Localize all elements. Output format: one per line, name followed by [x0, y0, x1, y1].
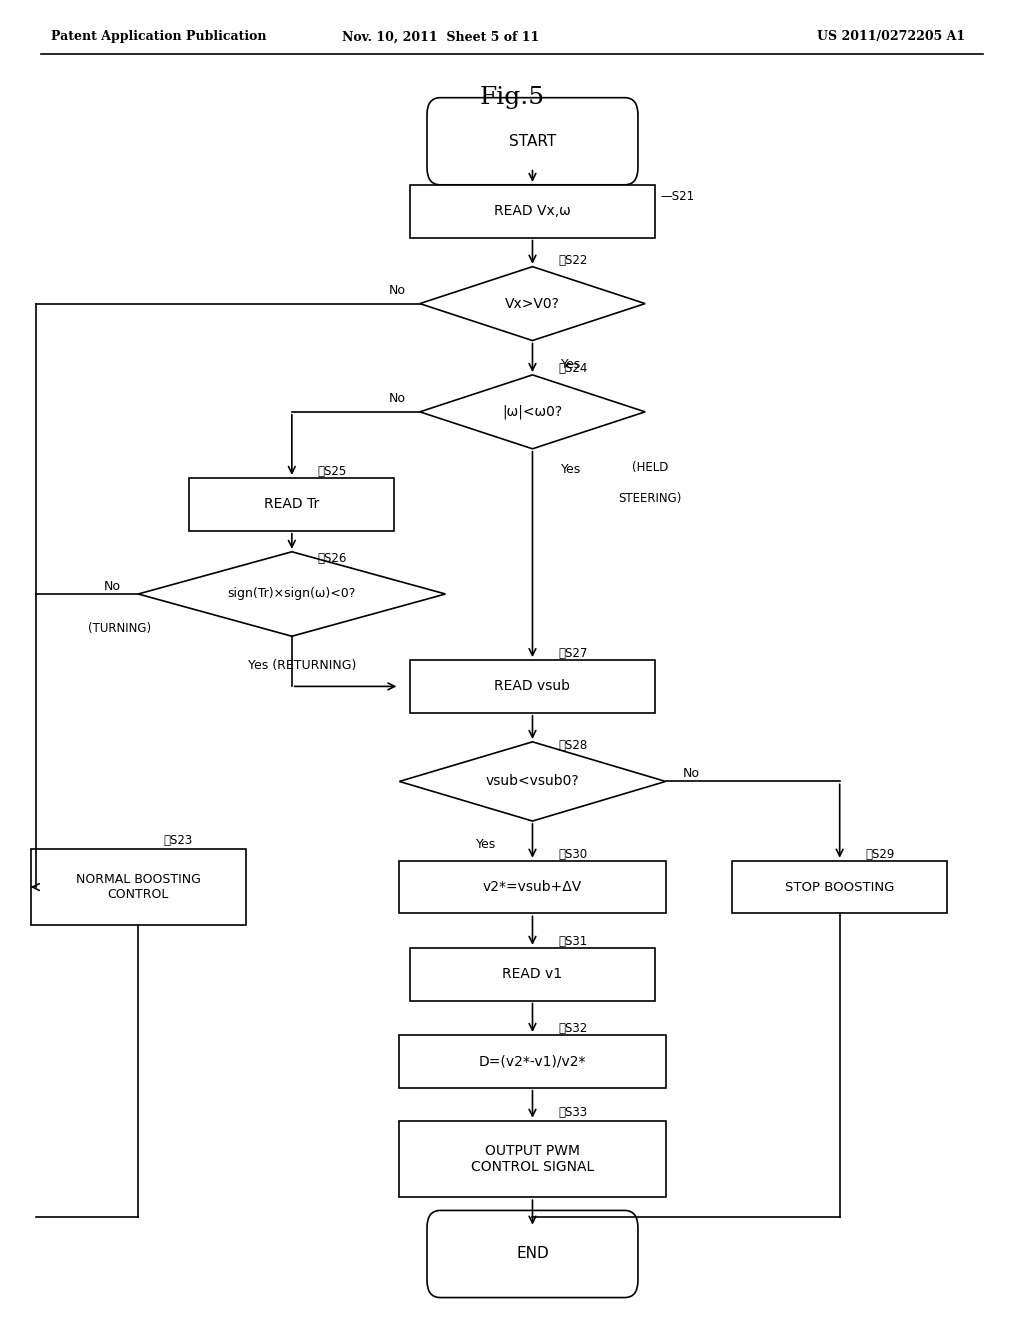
- Text: Fig.5: Fig.5: [479, 86, 545, 110]
- FancyBboxPatch shape: [399, 861, 666, 913]
- Text: No: No: [389, 392, 406, 405]
- Text: sign(Tr)×sign(ω)<0?: sign(Tr)×sign(ω)<0?: [227, 587, 356, 601]
- Polygon shape: [420, 375, 645, 449]
- Text: ⌣S32: ⌣S32: [558, 1022, 588, 1035]
- Text: Yes (RETURNING): Yes (RETURNING): [248, 659, 356, 672]
- Polygon shape: [399, 742, 666, 821]
- Text: STOP BOOSTING: STOP BOOSTING: [785, 880, 894, 894]
- Text: OUTPUT PWM
CONTROL SIGNAL: OUTPUT PWM CONTROL SIGNAL: [471, 1144, 594, 1173]
- Text: READ v1: READ v1: [503, 968, 562, 981]
- Text: Yes: Yes: [561, 463, 582, 477]
- Text: READ Vx,ω: READ Vx,ω: [495, 205, 570, 218]
- FancyBboxPatch shape: [410, 185, 655, 238]
- Text: ⌣S23: ⌣S23: [164, 834, 194, 847]
- Text: ⌣S30: ⌣S30: [558, 847, 587, 861]
- Text: (HELD: (HELD: [632, 461, 669, 474]
- Text: NORMAL BOOSTING
CONTROL: NORMAL BOOSTING CONTROL: [76, 873, 201, 902]
- FancyBboxPatch shape: [399, 1035, 666, 1088]
- Text: Nov. 10, 2011  Sheet 5 of 11: Nov. 10, 2011 Sheet 5 of 11: [342, 30, 539, 44]
- Text: ⌣S24: ⌣S24: [558, 362, 588, 375]
- Text: No: No: [389, 284, 406, 297]
- Text: (TURNING): (TURNING): [88, 622, 152, 635]
- Text: READ vsub: READ vsub: [495, 680, 570, 693]
- Text: Vx>V0?: Vx>V0?: [505, 297, 560, 310]
- Text: No: No: [104, 579, 121, 593]
- Text: Yes: Yes: [561, 358, 582, 371]
- FancyBboxPatch shape: [427, 1210, 638, 1298]
- Text: No: No: [683, 767, 699, 780]
- Text: Yes: Yes: [476, 838, 497, 851]
- Text: ⌣S31: ⌣S31: [558, 935, 588, 948]
- Text: |ω|<ω0?: |ω|<ω0?: [503, 405, 562, 418]
- Text: ⌣S22: ⌣S22: [558, 253, 588, 267]
- Text: START: START: [509, 133, 556, 149]
- Polygon shape: [420, 267, 645, 341]
- Text: ⌣S27: ⌣S27: [558, 647, 588, 660]
- Text: Patent Application Publication: Patent Application Publication: [51, 30, 266, 44]
- FancyBboxPatch shape: [31, 849, 246, 925]
- FancyBboxPatch shape: [399, 1121, 666, 1197]
- FancyBboxPatch shape: [410, 660, 655, 713]
- FancyBboxPatch shape: [410, 948, 655, 1001]
- Text: v2*=vsub+ΔV: v2*=vsub+ΔV: [483, 880, 582, 894]
- Text: US 2011/0272205 A1: US 2011/0272205 A1: [817, 30, 965, 44]
- FancyBboxPatch shape: [732, 861, 947, 913]
- Text: ⌣S28: ⌣S28: [558, 739, 588, 752]
- Polygon shape: [138, 552, 445, 636]
- Text: ⌣S26: ⌣S26: [317, 552, 347, 565]
- Text: READ Tr: READ Tr: [264, 498, 319, 511]
- Text: —S21: —S21: [660, 190, 694, 203]
- Text: D=(v2*-v1)/v2*: D=(v2*-v1)/v2*: [479, 1055, 586, 1068]
- Text: STEERING): STEERING): [618, 492, 682, 506]
- Text: ⌣S25: ⌣S25: [317, 465, 347, 478]
- Text: ⌣S33: ⌣S33: [558, 1106, 587, 1119]
- Text: ⌣S29: ⌣S29: [865, 847, 895, 861]
- FancyBboxPatch shape: [189, 478, 394, 531]
- FancyBboxPatch shape: [427, 98, 638, 185]
- Text: END: END: [516, 1246, 549, 1262]
- Text: vsub<vsub0?: vsub<vsub0?: [485, 775, 580, 788]
